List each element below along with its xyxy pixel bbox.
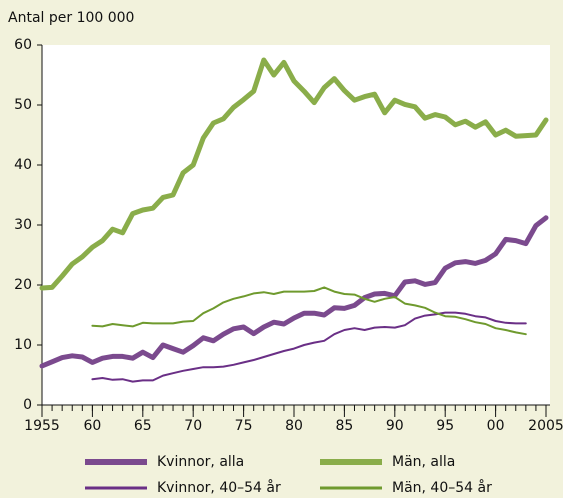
y-tick-label: 0: [23, 397, 32, 413]
x-tick-label: 90: [386, 418, 404, 434]
y-tick-label: 40: [14, 157, 32, 173]
y-tick-label: 50: [14, 97, 32, 113]
plot-area: [42, 45, 550, 405]
x-tick-label: 80: [285, 418, 303, 434]
x-tick-label: 95: [436, 418, 454, 434]
legend-label: Kvinnor, 40–54 år: [157, 479, 281, 496]
x-tick-label: 00: [487, 418, 505, 434]
y-tick-label: 30: [14, 217, 32, 233]
x-tick-label: 2005: [528, 418, 563, 434]
x-tick-label: 65: [134, 418, 152, 434]
x-tick-label: 75: [235, 418, 253, 434]
y-tick-label: 60: [14, 37, 32, 53]
x-tick-label: 1955: [24, 418, 60, 434]
series-line: [39, 57, 549, 291]
legend-label: Kvinnor, alla: [157, 454, 244, 470]
series-line: [91, 311, 527, 383]
legend-label: Män, alla: [392, 454, 455, 470]
series-line: [39, 215, 549, 369]
x-tick-label: 85: [335, 418, 353, 434]
y-axis-label: Antal per 100 000: [8, 10, 134, 26]
series-line: [91, 286, 527, 336]
x-tick-label: 70: [184, 418, 202, 434]
x-tick-label: 60: [83, 418, 101, 434]
legend-label: Män, 40–54 år: [392, 479, 492, 496]
y-tick-label: 10: [14, 337, 32, 353]
y-tick-label: 20: [14, 277, 32, 293]
